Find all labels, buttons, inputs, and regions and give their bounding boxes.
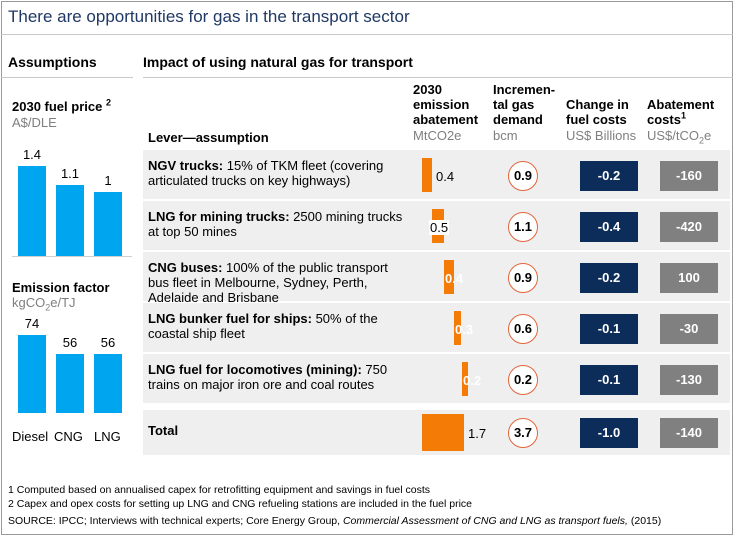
demand-col-unit: bcm	[493, 128, 518, 143]
emission-factor-value-label: 56	[62, 335, 78, 350]
abatement-col-unit: MtCO2e	[413, 128, 462, 143]
emission-factor-value-label: 56	[100, 335, 116, 350]
abatement-cost-box: -140	[660, 418, 718, 448]
title-divider	[1, 34, 733, 35]
abatement-cost-box: 100	[660, 263, 718, 293]
emission-factor-bar-cng	[56, 354, 84, 413]
emission-factor-bar-lng	[94, 354, 122, 413]
assumptions-heading: Assumptions	[8, 54, 97, 70]
emission-factor-value-label: 74	[24, 316, 40, 331]
assumptions-divider	[1, 77, 133, 78]
emission-factor-title: Emission factor	[12, 280, 110, 295]
fuel-price-value-label: 1.4	[22, 147, 42, 162]
fuel-price-title: 2030 fuel price 2	[12, 97, 111, 114]
gas-demand-circle: 0.9	[508, 263, 538, 293]
abatement-value-label: 1.7	[468, 426, 487, 441]
fuel-price-value-label: 1	[104, 173, 112, 188]
abatement-costs-col-header: Abatement costs1	[647, 97, 715, 127]
fuel-price-bar-lng	[94, 192, 122, 256]
abatement-cost-box: -130	[660, 365, 718, 395]
category-label-diesel: Diesel	[12, 429, 49, 444]
gas-demand-circle: 1.1	[508, 212, 538, 242]
impact-divider	[143, 77, 733, 78]
abatement-cost-box: -160	[660, 161, 718, 191]
lever-assumption: LNG bunker fuel for ships: 50% of the co…	[148, 311, 378, 341]
lever-assumption: CNG buses: 100% of the public transport …	[148, 260, 388, 305]
fuel-price-bar-diesel	[18, 166, 46, 256]
emission-factor-bar-diesel	[18, 335, 46, 413]
emission-factor-unit: kgCO2e/TJ	[12, 295, 76, 313]
impact-heading: Impact of using natural gas for transpor…	[143, 54, 413, 70]
abatement-bar	[444, 260, 454, 294]
fuel-price-unit: A$/DLE	[12, 115, 57, 130]
fuel-cost-change-box: -0.1	[580, 314, 638, 344]
abatement-value-label: 0.4	[445, 271, 464, 286]
abatement-value-label: 0.4	[436, 169, 455, 184]
fuel-price-baseline	[12, 256, 132, 257]
abatement-value-label: 0.2	[463, 373, 482, 388]
abatement-bar	[422, 158, 432, 192]
gas-demand-circle: 0.9	[508, 161, 538, 191]
abatement-value-label: 0.3	[455, 322, 474, 337]
source-note: SOURCE: IPCC; Interviews with technical …	[8, 515, 662, 527]
page-title: There are opportunities for gas in the t…	[8, 7, 410, 26]
abatement-costs-col-unit: US$/tCO2e	[647, 128, 712, 146]
category-label-lng: LNG	[94, 429, 121, 444]
abatement-bar	[454, 311, 461, 345]
fuel-price-value-label: 1.1	[60, 166, 80, 181]
demand-col-header: Incremen-tal gas demand	[493, 82, 556, 127]
footnote-2: 2 Capex and opex costs for setting up LN…	[8, 498, 473, 510]
footnote-1: 1 Computed based on annualised capex for…	[8, 484, 431, 496]
abatement-value-label: 0.5	[429, 220, 450, 235]
total-label: Total	[148, 423, 179, 438]
fuel-costs-col-unit: US$ Billions	[566, 128, 637, 143]
abatement-cost-box: -420	[660, 212, 718, 242]
lever-header: Lever—assumption	[148, 130, 269, 145]
fuel-cost-change-box: -0.2	[580, 161, 638, 191]
gas-demand-circle: 0.2	[508, 365, 538, 395]
abatement-cost-box: -30	[660, 314, 718, 344]
fuel-cost-change-box: -0.4	[580, 212, 638, 242]
fuel-cost-change-box: -1.0	[580, 418, 638, 448]
lever-assumption: NGV trucks: 15% of TKM fleet (covering a…	[148, 158, 384, 188]
abatement-col-header: 2030 emission abatement	[413, 82, 479, 127]
gas-demand-circle: 3.7	[508, 418, 538, 448]
fuel-costs-col-header: Change in fuel costs	[566, 97, 629, 127]
fuel-cost-change-box: -0.1	[580, 365, 638, 395]
abatement-bar	[462, 362, 468, 396]
fuel-cost-change-box: -0.2	[580, 263, 638, 293]
category-label-cng: CNG	[54, 429, 83, 444]
lever-assumption: LNG for mining trucks: 2500 mining truck…	[148, 209, 403, 239]
gas-demand-circle: 0.6	[508, 314, 538, 344]
abatement-bar	[422, 414, 464, 451]
lever-assumption: LNG fuel for locomotives (mining): 750 t…	[148, 362, 388, 392]
fuel-price-bar-cng	[56, 185, 84, 256]
